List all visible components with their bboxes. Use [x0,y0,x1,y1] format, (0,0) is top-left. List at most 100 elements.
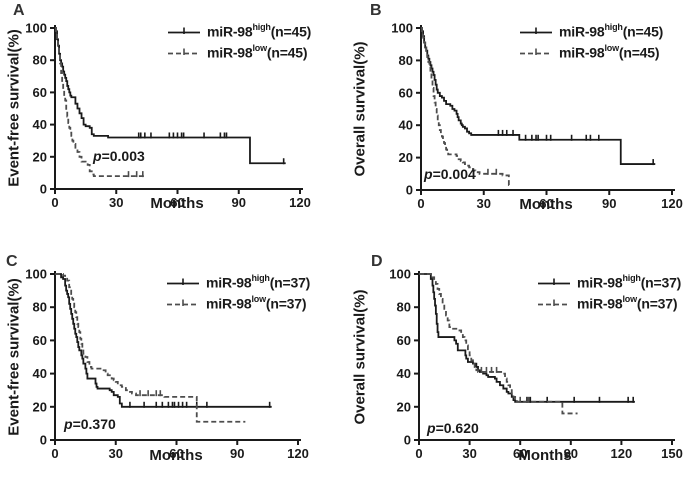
panel-a-plot: 0 30 60 90 120 0 20 40 60 80 100 [25,21,311,211]
x-tick-label: 90 [232,195,246,210]
legend-label-low: miR-98low(n=45) [207,43,308,61]
panel-d-letter: D [371,253,383,270]
x-tick-label: 120 [289,195,311,210]
x-tick-label: 150 [661,446,683,461]
panel-c: 0 30 60 90 120 0 20 40 60 80 100 C Event-free surv… [0,240,341,481]
y-tick-label: 100 [389,267,411,282]
panel-a-x-axis-title: Months [150,195,204,212]
km-curve-low [421,27,511,187]
y-tick-label: 80 [397,300,411,315]
p-value-number: =0.004 [432,166,476,182]
y-tick-label: 20 [33,149,47,164]
solid-line-sample-icon [168,27,200,34]
solid-line-sample-icon [520,27,552,34]
panel-a-legend: miR-98high(n=45) miR-98low(n=45) [167,22,311,64]
p-symbol: p [64,416,73,432]
panel-a-y-axis-title: Event-free survival(%) [5,29,23,187]
dashed-line-sample-icon [168,48,200,55]
x-tick-label: 30 [109,446,123,461]
km-curve-low [55,273,246,423]
legend-label-high: miR-98high(n=37) [577,273,682,291]
p-value-number: =0.620 [435,420,479,436]
y-tick-label: 100 [391,21,413,36]
y-tick-label: 60 [397,333,411,348]
solid-line-sample-icon [538,278,570,285]
legend-row-high: miR-98high(n=45) [167,22,311,41]
y-tick-label: 100 [25,21,47,36]
panel-d-plot: 0 30 60 90 120 150 0 20 40 60 80 100 [389,267,683,462]
p-value-number: =0.003 [101,148,145,164]
legend-label-low: miR-98low(n=37) [577,294,678,312]
panel-d-y-axis-title: Overall survival(%) [351,289,369,425]
panel-b-x-axis-title: Months [519,196,573,213]
legend-label-high: miR-98high(n=37) [206,273,311,291]
x-tick-label: 120 [661,196,683,211]
y-tick-label: 0 [406,183,413,198]
y-tick-label: 60 [33,333,47,348]
panel-b-plot: 0 30 60 90 120 0 20 40 60 80 100 [391,21,683,212]
dashed-line-sample-icon [520,48,552,55]
solid-line-sample-icon [167,278,199,285]
y-tick-label: 20 [399,150,413,165]
y-tick-label: 40 [33,366,47,381]
x-tick-label: 0 [417,196,424,211]
x-tick-label: 60 [539,196,553,211]
legend-label-low: miR-98low(n=37) [206,294,307,312]
legend-row-high: miR-98high(n=37) [537,273,681,292]
panel-b-y-axis-title: Overall survival(%) [351,41,369,177]
y-tick-label: 0 [40,433,47,448]
x-tick-label: 120 [611,446,633,461]
panel-c-p-value: p=0.370 [64,416,116,432]
km-curve-high [419,273,635,403]
y-tick-label: 20 [33,399,47,414]
x-tick-label: 0 [51,446,58,461]
x-tick-label: 60 [169,446,183,461]
panel-b-p-value: p=0.004 [424,166,476,182]
panel-c-letter: C [6,253,18,270]
legend-label-low: miR-98low(n=45) [559,43,660,61]
km-curve-low [55,27,145,178]
x-tick-label: 30 [109,195,123,210]
x-tick-label: 90 [230,446,244,461]
x-tick-label: 60 [513,446,527,461]
legend-label-high: miR-98high(n=45) [207,22,312,40]
panel-d-legend: miR-98high(n=37) miR-98low(n=37) [537,273,681,315]
y-tick-label: 40 [33,117,47,132]
y-tick-label: 0 [404,433,411,448]
x-tick-label: 60 [170,195,184,210]
panel-b-letter: B [370,2,382,19]
legend-row-high: miR-98high(n=37) [166,273,310,292]
y-tick-label: 80 [399,53,413,68]
panel-b-legend: miR-98high(n=45) miR-98low(n=45) [519,22,663,64]
y-tick-label: 80 [33,300,47,315]
legend-row-high: miR-98high(n=45) [519,22,663,41]
x-tick-label: 0 [415,446,422,461]
y-tick-label: 40 [397,366,411,381]
legend-row-low: miR-98low(n=45) [519,43,663,62]
panel-c-y-axis-title: Event-free survival(%) [5,278,23,436]
panel-c-legend: miR-98high(n=37) miR-98low(n=37) [166,273,310,315]
y-tick-label: 40 [399,118,413,133]
legend-row-low: miR-98low(n=37) [166,294,310,313]
dashed-line-sample-icon [167,299,199,306]
km-curve-low [419,273,578,415]
y-tick-label: 20 [397,399,411,414]
legend-label-high: miR-98high(n=45) [559,22,664,40]
x-tick-label: 30 [477,196,491,211]
p-symbol: p [93,148,102,164]
panel-a-p-value: p=0.003 [93,148,145,164]
p-value-number: =0.370 [72,416,116,432]
legend-row-low: miR-98low(n=37) [537,294,681,313]
p-symbol: p [427,420,436,436]
x-tick-label: 90 [564,446,578,461]
panel-d: 0 30 60 90 120 150 0 20 40 60 80 100 D Overall surv… [341,240,683,481]
panel-a-letter: A [13,2,25,19]
panel-d-p-value: p=0.620 [427,420,479,436]
p-symbol: p [424,166,433,182]
x-tick-label: 90 [602,196,616,211]
panel-c-x-axis-title: Months [149,447,203,464]
panel-d-x-axis-title: Months [518,447,572,464]
y-tick-label: 80 [33,53,47,68]
panel-b: 0 30 60 90 120 0 20 40 60 80 100 B Overall surviva… [341,0,683,240]
